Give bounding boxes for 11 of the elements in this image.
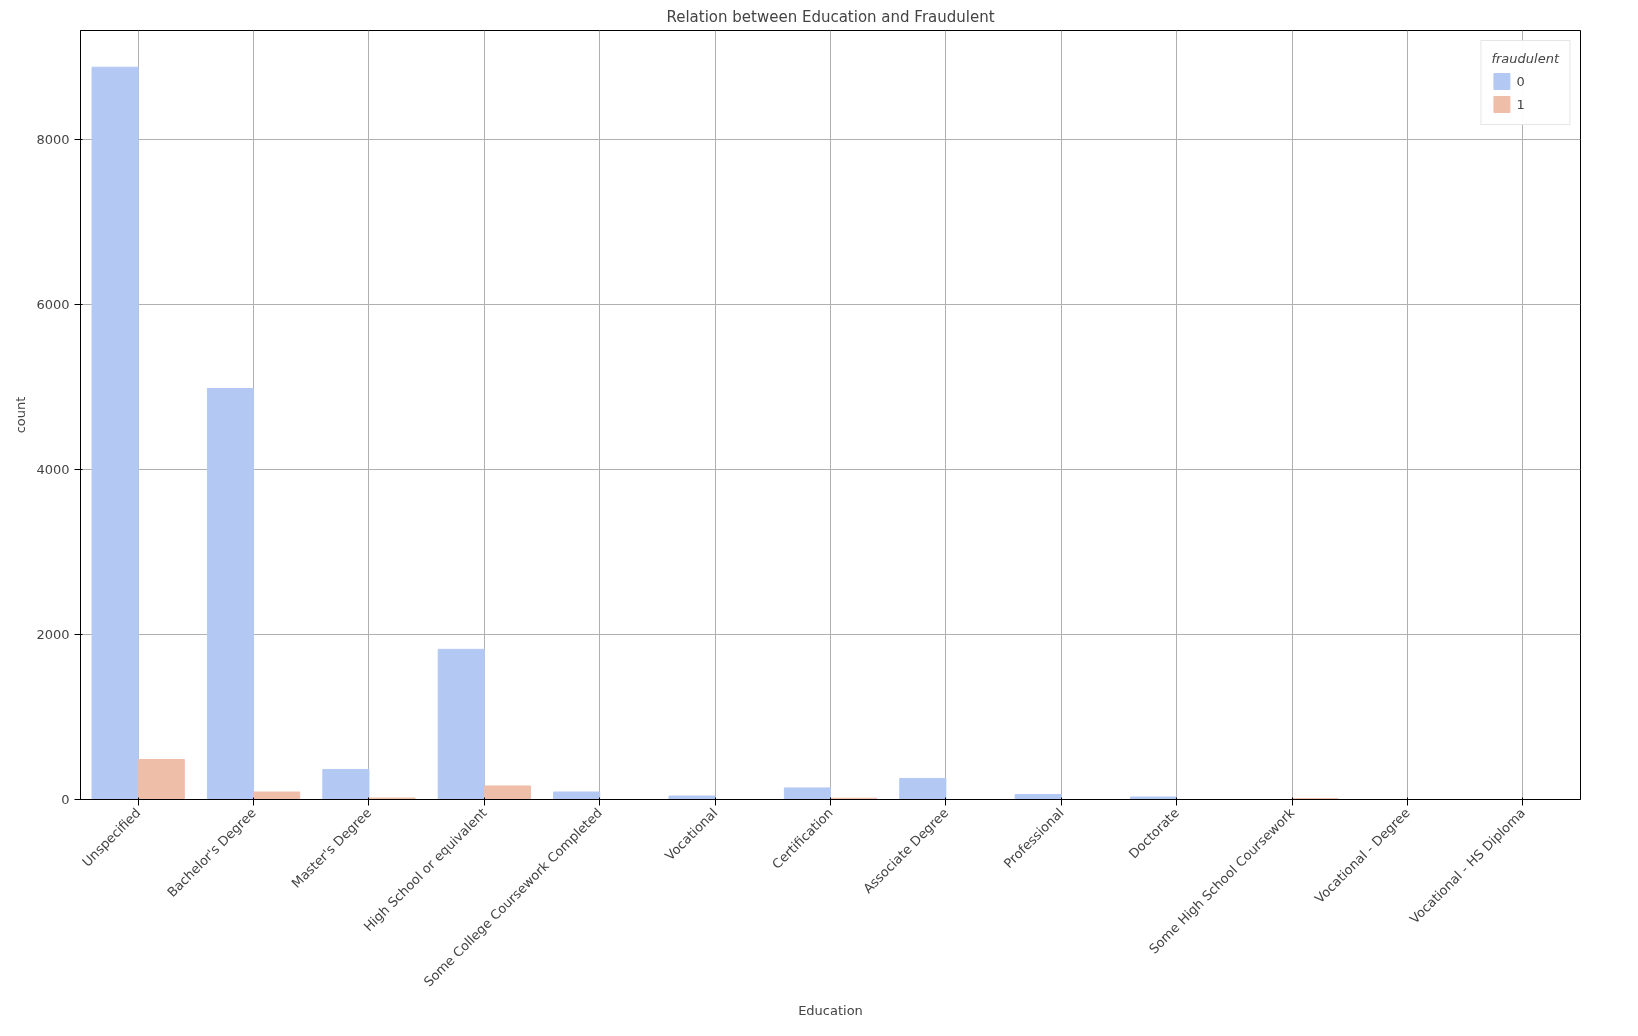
x-axis-title: Education	[798, 1002, 863, 1018]
y-tick-label: 0	[61, 792, 70, 807]
legend-title: fraudulent	[1491, 51, 1559, 66]
chart-title: Relation between Education and Fraudulent	[666, 7, 995, 26]
y-tick-label: 8000	[36, 131, 70, 147]
legend-label: 0	[1516, 73, 1526, 89]
y-tick-label: 2000	[36, 626, 70, 642]
y-tick-label: 4000	[36, 461, 70, 477]
y-axis-title: count	[13, 396, 29, 434]
y-tick-label: 6000	[36, 296, 70, 312]
legend-label: 1	[1516, 96, 1526, 112]
